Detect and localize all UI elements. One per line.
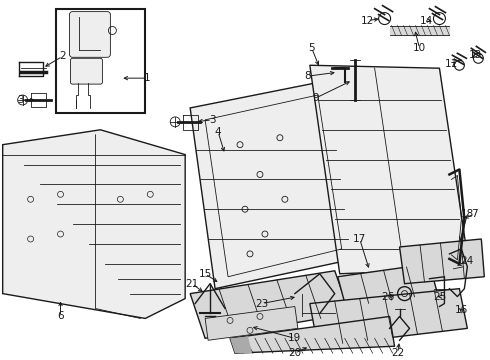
Text: 22: 22 xyxy=(391,348,404,358)
Text: 24: 24 xyxy=(461,256,474,266)
Polygon shape xyxy=(190,80,355,289)
Text: 15: 15 xyxy=(198,269,212,279)
Text: 4: 4 xyxy=(215,127,221,137)
Polygon shape xyxy=(399,239,484,284)
Text: 7: 7 xyxy=(471,209,478,219)
Polygon shape xyxy=(190,271,350,338)
Text: 20: 20 xyxy=(288,348,301,358)
Polygon shape xyxy=(2,130,185,319)
Text: 17: 17 xyxy=(353,234,367,244)
Text: 16: 16 xyxy=(455,306,468,315)
Text: 3: 3 xyxy=(209,115,216,125)
Text: 14: 14 xyxy=(420,15,433,26)
Text: 11: 11 xyxy=(445,59,458,69)
Polygon shape xyxy=(205,306,298,340)
Text: 19: 19 xyxy=(288,333,301,343)
Polygon shape xyxy=(338,264,438,306)
Bar xyxy=(55,9,145,113)
Polygon shape xyxy=(230,336,252,353)
Text: 18: 18 xyxy=(461,209,474,219)
Text: 23: 23 xyxy=(255,298,269,309)
FancyBboxPatch shape xyxy=(70,12,110,57)
Text: 5: 5 xyxy=(309,43,315,53)
Text: 9: 9 xyxy=(313,93,319,103)
Text: 2: 2 xyxy=(59,51,66,61)
Text: 1: 1 xyxy=(144,73,150,83)
Text: 6: 6 xyxy=(57,311,64,321)
Text: 25: 25 xyxy=(433,292,446,302)
Text: 8: 8 xyxy=(304,71,311,81)
FancyBboxPatch shape xyxy=(71,58,102,84)
Polygon shape xyxy=(310,289,467,346)
Text: 12: 12 xyxy=(361,15,374,26)
Text: 3: 3 xyxy=(17,95,24,105)
Text: 13: 13 xyxy=(469,50,482,60)
Polygon shape xyxy=(310,65,469,274)
Polygon shape xyxy=(230,316,394,353)
Text: 10: 10 xyxy=(413,43,426,53)
Text: 26: 26 xyxy=(381,292,394,302)
Text: 21: 21 xyxy=(186,279,199,289)
